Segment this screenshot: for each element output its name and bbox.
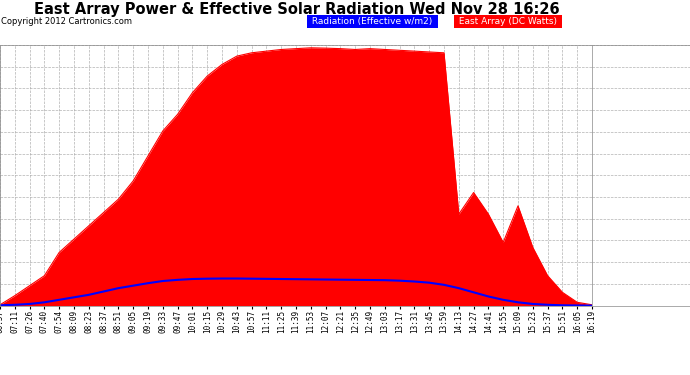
Text: East Array (DC Watts): East Array (DC Watts) <box>456 17 560 26</box>
Text: Copyright 2012 Cartronics.com: Copyright 2012 Cartronics.com <box>1 17 132 26</box>
Text: East Array Power & Effective Solar Radiation Wed Nov 28 16:26: East Array Power & Effective Solar Radia… <box>34 2 560 17</box>
Text: Radiation (Effective w/m2): Radiation (Effective w/m2) <box>309 17 435 26</box>
